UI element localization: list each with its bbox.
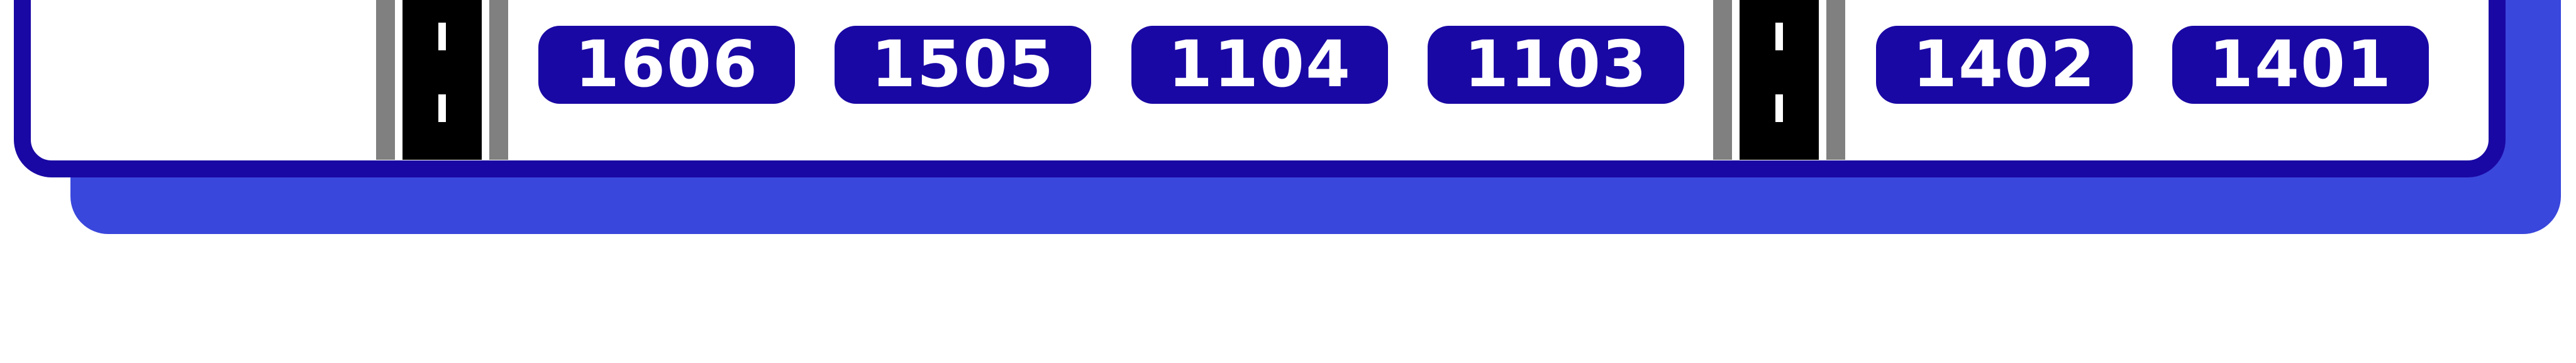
plot-1505[interactable]: 1505 xyxy=(835,26,1091,104)
plot-1104[interactable]: 1104 xyxy=(1131,26,1388,104)
road-shoulder xyxy=(489,0,508,160)
lane-marking xyxy=(438,0,446,160)
road-shoulder xyxy=(376,0,395,160)
road-right xyxy=(1713,0,1845,160)
lane-marking xyxy=(1775,0,1783,160)
plot-1401[interactable]: 1401 xyxy=(2172,26,2429,104)
road-left xyxy=(376,0,508,160)
road-shoulder xyxy=(1826,0,1845,160)
road-shoulder xyxy=(1713,0,1732,160)
plot-1402[interactable]: 1402 xyxy=(1876,26,2133,104)
plot-1606[interactable]: 1606 xyxy=(538,26,795,104)
plot-1103[interactable]: 1103 xyxy=(1428,26,1684,104)
